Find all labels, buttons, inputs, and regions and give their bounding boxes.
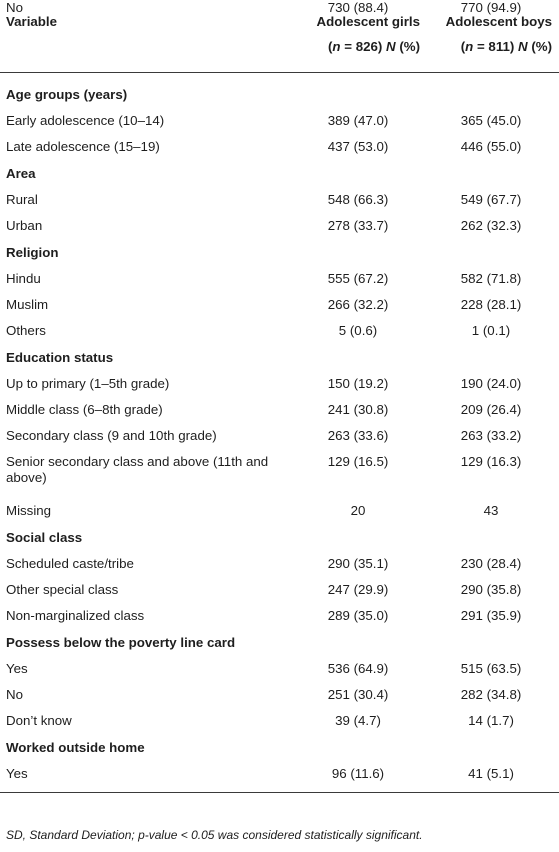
boys-value: 549 (67.7) — [460, 192, 522, 207]
row-label: Yes — [6, 661, 28, 676]
row-label: Middle class (6–8th grade) — [6, 402, 163, 417]
girls-value: 437 (53.0) — [327, 139, 389, 154]
row-label: Yes — [6, 766, 28, 781]
row-label: Scheduled caste/tribe — [6, 556, 134, 571]
boys-value: 262 (32.3) — [460, 218, 522, 233]
row-label: Others — [6, 323, 46, 338]
row-label: Up to primary (1–5th grade) — [6, 376, 170, 391]
row-label: Urban — [6, 218, 43, 233]
header-rule — [0, 72, 559, 73]
header-girls-title: Adolescent girls — [316, 14, 420, 29]
row-label: Rural — [6, 192, 38, 207]
row-label: Non-marginalized class — [6, 608, 145, 623]
header-girls-n: (n = 826) N (%) — [327, 39, 420, 54]
row-label: Muslim — [6, 297, 49, 312]
boys-value: 770 (94.9) — [460, 0, 522, 15]
header-boys-n: (n = 811) N (%) — [460, 39, 552, 54]
row-label: No — [6, 0, 23, 15]
bottom-rule — [0, 792, 559, 793]
header-variable: Variable — [6, 14, 58, 29]
boys-value: 190 (24.0) — [460, 376, 522, 391]
girls-value: 290 (35.1) — [327, 556, 389, 571]
girls-value: 5 (0.6) — [338, 323, 378, 338]
boys-value: 209 (26.4) — [460, 402, 522, 417]
boys-value: 228 (28.1) — [460, 297, 522, 312]
boys-value: 230 (28.4) — [460, 556, 522, 571]
girls-value: 39 (4.7) — [335, 713, 381, 728]
row-label: Early adolescence (10–14) — [6, 113, 165, 128]
boys-value: 446 (55.0) — [460, 139, 522, 154]
section-label: Religion — [6, 245, 59, 260]
girls-value: 730 (88.4) — [327, 0, 389, 15]
header-boys-title: Adolescent boys — [445, 14, 552, 29]
boys-value: 290 (35.8) — [460, 582, 522, 597]
section-label: Worked outside home — [6, 740, 145, 755]
girls-value: 266 (32.2) — [327, 297, 389, 312]
row-label: Secondary class (9 and 10th grade) — [6, 428, 217, 443]
boys-value: 291 (35.9) — [460, 608, 522, 623]
section-label: Age groups (years) — [6, 87, 128, 102]
row-label: Late adolescence (15–19) — [6, 139, 160, 154]
girls-value: 263 (33.6) — [327, 428, 389, 443]
row-label: Other special class — [6, 582, 119, 597]
section-label: Area — [6, 166, 36, 181]
boys-value: 263 (33.2) — [460, 428, 522, 443]
row-label: Don’t know — [6, 713, 72, 728]
boys-value: 515 (63.5) — [460, 661, 522, 676]
girls-value: 278 (33.7) — [327, 218, 389, 233]
boys-value: 365 (45.0) — [460, 113, 522, 128]
girls-value: 555 (67.2) — [327, 271, 389, 286]
boys-value: 282 (34.8) — [460, 687, 522, 702]
boys-value: 41 (5.1) — [468, 766, 514, 781]
boys-value: 129 (16.3) — [460, 454, 522, 469]
section-label: Social class — [6, 530, 83, 545]
row-label: Missing — [6, 503, 52, 518]
row-label: No — [6, 687, 23, 702]
girls-value: 96 (11.6) — [331, 766, 385, 781]
girls-value: 548 (66.3) — [327, 192, 389, 207]
girls-value: 247 (29.9) — [327, 582, 389, 597]
boys-value: 582 (71.8) — [460, 271, 522, 286]
girls-value: 251 (30.4) — [327, 687, 389, 702]
boys-value: 14 (1.7) — [468, 713, 514, 728]
row-label: Senior secondary class and above (11th a… — [6, 454, 269, 485]
table-footnote: SD, Standard Deviation; p-value < 0.05 w… — [6, 828, 423, 842]
girls-value: 241 (30.8) — [327, 402, 389, 417]
section-label: Education status — [6, 350, 114, 365]
section-label: Possess below the poverty line card — [6, 635, 236, 650]
girls-value: 129 (16.5) — [327, 454, 389, 469]
girls-value: 536 (64.9) — [327, 661, 389, 676]
girls-value: 389 (47.0) — [327, 113, 389, 128]
row-label: Hindu — [6, 271, 41, 286]
girls-value: 289 (35.0) — [327, 608, 389, 623]
boys-value: 1 (0.1) — [471, 323, 511, 338]
boys-value: 43 — [483, 503, 499, 518]
girls-value: 150 (19.2) — [327, 376, 389, 391]
girls-value: 20 — [350, 503, 366, 518]
